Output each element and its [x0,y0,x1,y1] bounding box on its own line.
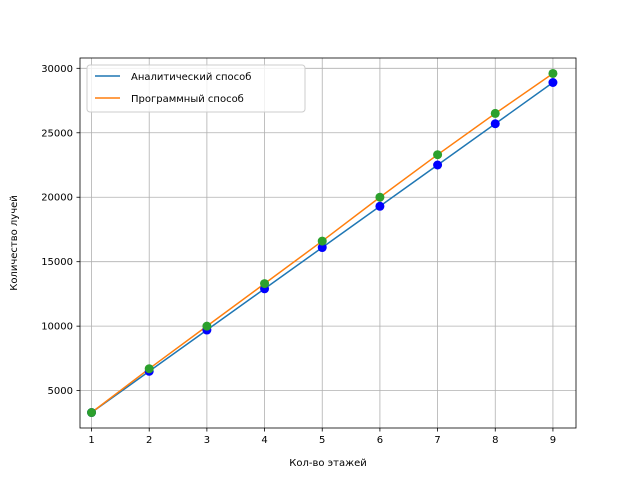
x-tick-label-6: 7 [434,435,440,446]
x-tick-label-8: 9 [550,435,556,446]
y-tick-label-1: 10000 [41,322,73,333]
legend-label-program: Программный способ [131,94,244,105]
x-tick-label-2: 3 [204,435,210,446]
x-tick-label-3: 4 [261,435,267,446]
x-tick-label-7: 8 [492,435,498,446]
data-point-program-8 [490,108,500,118]
y-axis-label: Количество лучей [9,195,20,291]
data-point-program-6 [375,192,385,202]
data-point-analytic-6 [375,201,385,211]
grid [80,58,576,428]
y-tick-label-0: 5000 [48,386,73,397]
data-point-program-3 [202,321,212,331]
data-point-analytic-7 [433,160,443,170]
data-point-program-2 [144,364,154,374]
data-point-program-9 [548,68,558,78]
y-axis-ticks: 5000 10000 15000 20000 25000 30000 [41,64,80,397]
y-tick-label-5: 30000 [41,64,73,75]
x-tick-label-1: 2 [146,435,152,446]
legend: Аналитический способ Программный способ [86,64,306,113]
data-point-program-5 [317,236,327,246]
y-tick-label-3: 20000 [41,193,73,204]
x-axis-label: Кол-во этажей [289,458,367,469]
data-point-analytic-9 [548,77,558,87]
x-axis-ticks: 1 2 3 4 5 6 7 8 9 [88,428,556,446]
data-point-program-4 [260,279,270,289]
legend-label-analytic: Аналитический способ [131,72,251,83]
y-tick-label-2: 15000 [41,257,73,268]
data-point-analytic-5 [317,243,327,253]
x-tick-label-4: 5 [319,435,325,446]
legend-box [86,64,306,113]
data-point-program-7 [433,150,443,160]
x-tick-label-5: 6 [377,435,383,446]
plot-frame [79,57,577,429]
data-point-program-1 [87,408,97,418]
x-tick-label-0: 1 [88,435,94,446]
y-tick-label-4: 25000 [41,128,73,139]
series-markers [87,68,558,418]
data-point-analytic-8 [490,119,500,129]
